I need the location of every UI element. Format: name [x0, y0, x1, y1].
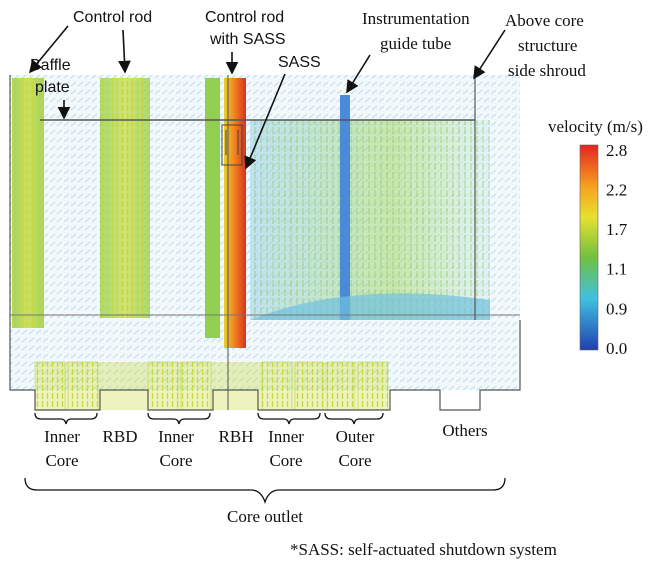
sass-device [221, 124, 243, 166]
region-label: Core [269, 451, 302, 470]
colorbar-tick-label: 0.0 [606, 339, 627, 358]
label: Instrumentation [362, 9, 470, 28]
pointer [244, 73, 286, 170]
region-label: Inner [44, 427, 80, 446]
label: Control rod [205, 9, 284, 26]
assembly-tint [35, 362, 388, 410]
pointer [28, 25, 69, 74]
flow-column [100, 78, 150, 318]
group-braces [24, 412, 506, 505]
colorbar-tick-label: 0.9 [606, 299, 627, 318]
sass-flow [224, 78, 246, 348]
region-label: Inner [158, 427, 194, 446]
guide-tube [340, 95, 350, 320]
colorbar-tick-label: 1.1 [606, 260, 627, 279]
flow-column [205, 78, 220, 338]
label: plate [35, 79, 70, 96]
label: with SASS [209, 31, 286, 48]
pointer [473, 29, 506, 80]
pointer [346, 54, 371, 94]
region-label: Outer [336, 427, 375, 446]
label: Control rod [73, 9, 152, 26]
region-labels: Inner Core RBD Inner Core RBH Inner Core Outer Co… [44, 421, 488, 470]
region-label: Core [159, 451, 192, 470]
core-assemblies [34, 361, 389, 411]
colorbar-tick-label: 2.8 [606, 141, 627, 160]
pointer [118, 29, 131, 74]
region-label: Core [338, 451, 371, 470]
region-label: Inner [268, 427, 304, 446]
label: side shroud [508, 61, 586, 80]
velocity-field [9, 75, 521, 411]
outline [9, 75, 521, 411]
colorbar [579, 144, 599, 351]
field-vectors [250, 120, 490, 320]
label: structure [518, 36, 577, 55]
colorbar-tick-label: 2.2 [606, 181, 627, 200]
colorbar-title: velocity (m/s) [548, 117, 643, 136]
label: guide tube [380, 34, 451, 53]
label: Baffle [30, 57, 71, 74]
assembly [326, 361, 355, 411]
assembly [67, 361, 99, 411]
label: Above core [505, 11, 584, 30]
label: SASS [278, 54, 321, 71]
assembly [294, 361, 324, 411]
region-label: Others [442, 421, 487, 440]
colorbar-ticks: 2.8 2.2 1.7 1.1 0.9 0.0 [606, 141, 628, 358]
colorbar-tick-label: 1.7 [606, 220, 628, 239]
region-label: Core [45, 451, 78, 470]
flow-column [12, 78, 44, 328]
assembly [34, 361, 66, 411]
region-label: RBH [219, 427, 254, 446]
footnote: *SASS: self-actuated shutdown system [290, 540, 557, 559]
assembly [357, 361, 389, 411]
region-label: RBD [103, 427, 138, 446]
assembly [147, 361, 179, 411]
outflow [250, 293, 490, 320]
label: Core outlet [227, 507, 303, 526]
